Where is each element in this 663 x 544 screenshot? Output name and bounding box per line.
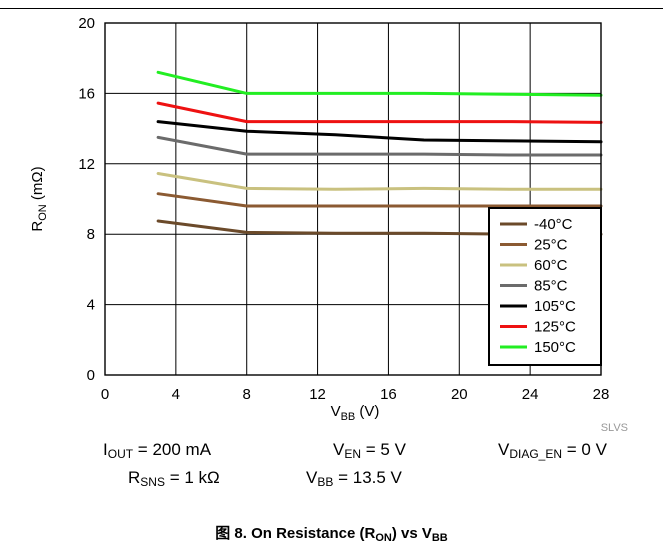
- x-axis-label: VBB (V): [331, 403, 380, 423]
- series-line: [156, 120, 603, 144]
- x-tick-label: 16: [380, 386, 397, 403]
- x-tick-label: 0: [101, 386, 109, 403]
- figure-caption: 图 8. On Resistance (RON) vs VBB: [215, 525, 448, 544]
- x-tick-label: 20: [451, 386, 468, 403]
- series-line: [156, 192, 603, 208]
- chart: 0 4 8 12 16 20 24 28 0 4 8 12 16 20 VBB (V) RON (mΩ)…: [29, 15, 628, 434]
- watermark: SLVS: [601, 422, 628, 434]
- vdiag-en-condition: VDIAG_EN = 0 V: [498, 440, 607, 461]
- x-tick-label: 28: [593, 386, 610, 403]
- vbb-condition: VBB = 13.5 V: [306, 468, 402, 489]
- legend-label: 125°C: [534, 319, 576, 336]
- x-tick-label: 8: [243, 386, 251, 403]
- y-axis-label: RON (mΩ): [29, 166, 49, 231]
- rsns-condition: RSNS = 1 kΩ: [128, 468, 220, 489]
- x-tick-label: 12: [309, 386, 326, 403]
- series-line: [156, 101, 603, 124]
- top-rule: [0, 8, 663, 9]
- y-tick-label: 20: [78, 15, 95, 32]
- iout-condition: IOUT = 200 mA: [103, 440, 212, 461]
- y-tick-label: 16: [78, 85, 95, 102]
- plot-frame: [104, 22, 602, 376]
- ven-condition: VEN = 5 V: [333, 440, 406, 461]
- x-tick-labels: 0 4 8 12 16 20 24 28: [101, 386, 610, 403]
- legend-box: [488, 207, 602, 366]
- x-tick-label: 24: [522, 386, 539, 403]
- y-tick-label: 12: [78, 156, 95, 173]
- y-tick-label: 0: [87, 367, 95, 384]
- legend-label: 85°C: [534, 278, 568, 295]
- y-tick-label: 8: [87, 226, 95, 243]
- series-line: [156, 172, 603, 191]
- legend-label: 105°C: [534, 298, 576, 315]
- legend: -40°C 25°C 60°C 85°C 105°C 125°C 150°C: [488, 207, 602, 366]
- legend-label: 25°C: [534, 237, 568, 254]
- series-line: [156, 70, 603, 97]
- legend-label: 150°C: [534, 339, 576, 356]
- legend-label: 60°C: [534, 257, 568, 274]
- y-tick-labels: 0 4 8 12 16 20: [78, 15, 95, 384]
- y-tick-label: 4: [87, 297, 95, 314]
- series-line: [156, 135, 603, 157]
- legend-label: -40°C: [534, 216, 573, 233]
- x-tick-label: 4: [172, 386, 180, 403]
